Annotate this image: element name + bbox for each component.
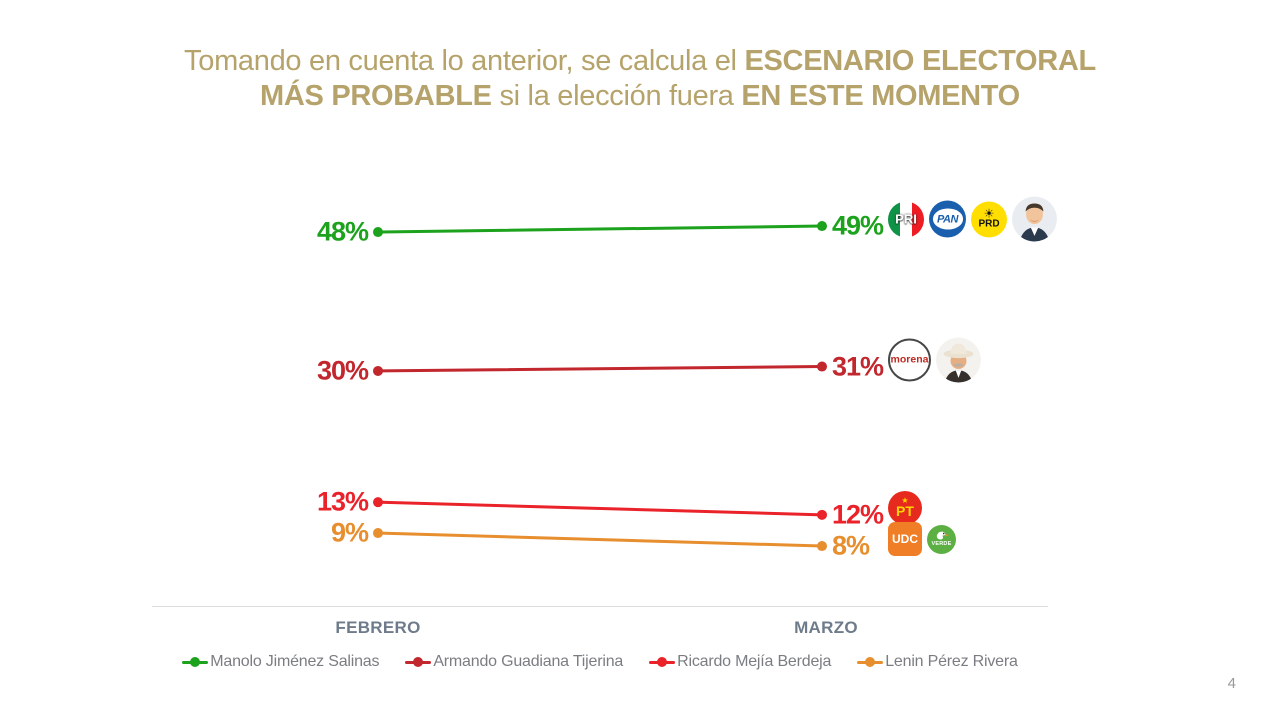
udc-logo-icon: UDC	[888, 522, 922, 557]
series-line-1	[376, 365, 824, 373]
pan-logo-icon: PAN	[929, 200, 966, 238]
legend-marker-icon	[649, 657, 676, 667]
legend-item: Lenin Pérez Rivera	[857, 653, 1018, 671]
title-segment: EN ESTE MOMENTO	[741, 80, 1020, 112]
series-2-logos: ★ PT	[888, 490, 922, 525]
logo-label: PRI	[895, 211, 917, 227]
series-2-point-1	[817, 509, 827, 520]
x-axis-line	[152, 606, 1048, 607]
verde-logo-icon: VERDE	[927, 524, 956, 554]
legend-marker-icon	[182, 657, 209, 667]
series-1-point-1	[817, 361, 827, 372]
pri-logo-icon: PRI	[888, 201, 924, 238]
series-1-point-0	[373, 365, 383, 376]
logo-label: VERDE	[931, 541, 952, 548]
toucan-icon	[936, 531, 949, 540]
series-3-logos: UDC VERDE	[888, 522, 956, 557]
series-line-2	[376, 500, 824, 517]
legend-item: Armando Guadiana Tijerina	[405, 653, 623, 671]
title-segment: Tomando en cuenta lo anterior, se calcul…	[184, 45, 745, 77]
prd-logo-icon: ☀ PRD	[971, 201, 1007, 238]
logo-label: PT	[896, 503, 914, 520]
logo-label: PRD	[978, 218, 1000, 230]
series-3-point-1	[817, 541, 827, 552]
value-label-feb: 48%	[316, 216, 369, 247]
portrait-suit	[1012, 196, 1057, 242]
logo-label: UDC	[892, 532, 918, 547]
legend-item: Ricardo Mejía Berdeja	[649, 653, 831, 671]
star-icon: ★	[901, 496, 909, 506]
legend-marker-dot	[657, 657, 668, 667]
legend-marker-dot	[413, 657, 424, 667]
series-line-3	[376, 531, 824, 548]
value-label-mar: 12%	[832, 499, 884, 530]
title-segment: MÁS PROBABLE	[260, 80, 492, 112]
manolo-photo	[1012, 196, 1057, 242]
series-line-0	[376, 224, 824, 234]
guadiana-photo	[936, 337, 981, 383]
value-label-feb: 30%	[316, 355, 369, 386]
legend-label: Manolo Jiménez Salinas	[210, 653, 380, 670]
title-segment: ESCENARIO ELECTORAL	[744, 45, 1096, 77]
page-number: 4	[1227, 675, 1236, 692]
series-2-point-0	[373, 497, 383, 508]
pt-logo-icon: ★ PT	[888, 490, 922, 525]
logo-label: PAN	[937, 213, 958, 226]
slide-title: Tomando en cuenta lo anterior, se calcul…	[0, 44, 1280, 114]
value-label-feb: 9%	[330, 517, 369, 548]
series-3-point-0	[373, 528, 383, 539]
legend-marker-dot	[190, 657, 201, 667]
series-1-logos: morena	[888, 337, 981, 383]
title-line: Tomando en cuenta lo anterior, se calcul…	[0, 44, 1280, 79]
title-line: MÁS PROBABLE si la elección fuera EN EST…	[0, 79, 1280, 114]
x-axis-label-1: MARZO	[794, 618, 858, 637]
value-label-mar: 49%	[832, 210, 884, 241]
legend-marker-icon	[405, 657, 432, 667]
x-axis-label-0: FEBRERO	[335, 618, 421, 637]
legend-marker-dot	[865, 657, 876, 667]
legend-label: Armando Guadiana Tijerina	[433, 653, 624, 670]
pan-inner-oval: PAN	[932, 208, 963, 230]
legend-label: Lenin Pérez Rivera	[885, 653, 1018, 670]
title-segment: si la elección fuera	[491, 80, 742, 112]
value-label-mar: 31%	[832, 351, 884, 382]
logo-label: morena	[890, 353, 929, 366]
value-label-feb: 13%	[316, 486, 369, 517]
series-0-point-1	[817, 221, 827, 232]
chart-legend: Manolo Jiménez Salinas Armando Guadiana T…	[152, 653, 1048, 671]
value-label-mar: 8%	[832, 530, 870, 561]
legend-item: Manolo Jiménez Salinas	[182, 653, 380, 671]
series-0-logos: PRI PAN ☀ PRD	[888, 196, 1057, 242]
morena-logo-icon: morena	[888, 338, 931, 382]
portrait-hat	[936, 337, 981, 383]
series-0-point-0	[373, 227, 383, 238]
legend-marker-icon	[857, 657, 884, 667]
sun-icon: ☀	[983, 206, 995, 221]
legend-label: Ricardo Mejía Berdeja	[677, 653, 832, 670]
